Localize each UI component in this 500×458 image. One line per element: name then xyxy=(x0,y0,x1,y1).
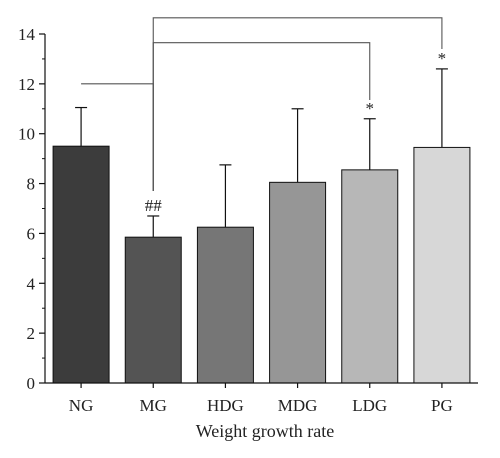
annotations-group: ## * * xyxy=(145,49,446,215)
axes-group: 0 2 4 6 8 10 12 14 NG MG HDG MDG LDG PG xyxy=(18,25,478,415)
bracket-mg-ldg xyxy=(152,42,371,192)
bars-group xyxy=(52,145,471,384)
bar-hdg xyxy=(196,226,254,384)
x-tick-label-ng: NG xyxy=(69,396,94,415)
y-tick-label: 12 xyxy=(18,75,35,94)
y-tick-label: 0 xyxy=(27,374,36,393)
significance-mark-pg: * xyxy=(438,49,447,68)
bracket-mg-pg xyxy=(152,17,443,192)
y-tick-label: 10 xyxy=(18,125,35,144)
y-tick-label: 2 xyxy=(27,324,36,343)
x-tick-label-hdg: HDG xyxy=(207,396,244,415)
y-tick-label: 14 xyxy=(18,25,36,44)
bar-mdg xyxy=(269,181,327,384)
significance-brackets xyxy=(81,17,443,192)
x-tick-label-mg: MG xyxy=(140,396,167,415)
bar-mg xyxy=(124,236,182,384)
bar-ng xyxy=(52,145,110,384)
y-tick-label: 6 xyxy=(27,224,36,243)
x-tick-label-mdg: MDG xyxy=(278,396,318,415)
significance-mark-ldg: * xyxy=(366,99,375,118)
significance-mark-mg: ## xyxy=(145,196,163,215)
x-tick-label-ldg: LDG xyxy=(352,396,387,415)
y-tick-label: 4 xyxy=(27,274,36,293)
bar-pg xyxy=(413,146,471,384)
error-bars-group xyxy=(75,68,448,238)
y-tick-label: 8 xyxy=(27,175,36,194)
bar-ldg xyxy=(341,169,399,384)
x-tick-label-pg: PG xyxy=(431,396,453,415)
x-axis-title: Weight growth rate xyxy=(196,421,335,441)
